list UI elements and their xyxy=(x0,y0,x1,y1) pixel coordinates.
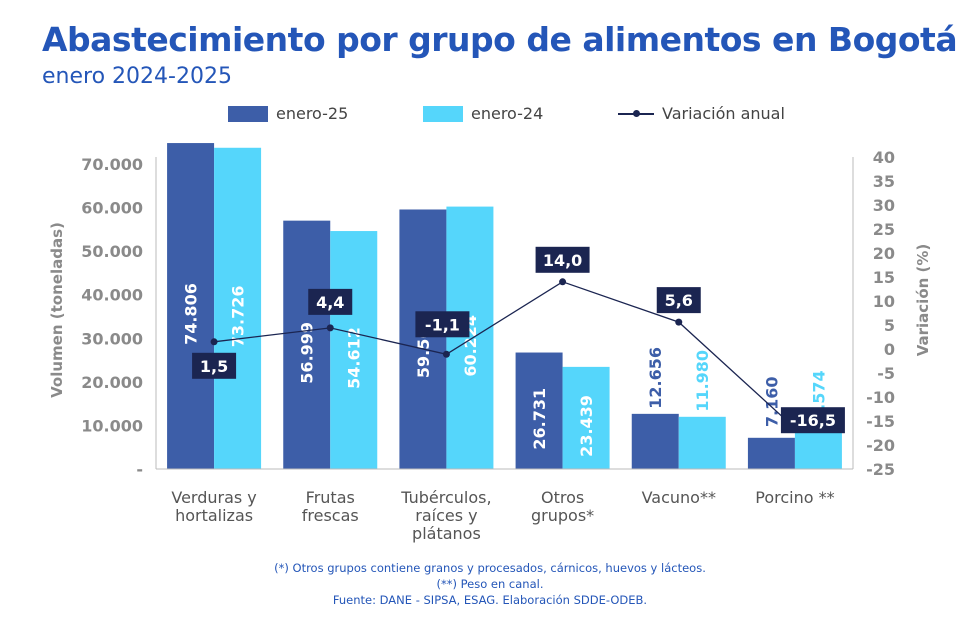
legend-line-icon xyxy=(618,106,654,122)
category-label: Frutas xyxy=(306,488,355,507)
y-tick-label: 40.000 xyxy=(81,286,143,305)
y-tick-label: 30.000 xyxy=(81,329,143,348)
bar-enero-25 xyxy=(747,437,795,469)
category-label: Otros xyxy=(541,488,584,507)
variation-point xyxy=(210,338,218,346)
bar-enero-25 xyxy=(515,352,563,469)
legend-label-line: Variación anual xyxy=(662,104,785,123)
y2-tick-label: 40 xyxy=(873,148,895,167)
footnote-source: Fuente: DANE - SIPSA, ESAG. Elaboración … xyxy=(332,593,648,607)
legend-item-series1: enero-25 xyxy=(228,104,348,123)
variation-line xyxy=(214,281,796,429)
category-label: Vacuno** xyxy=(642,488,716,507)
bar-data-label: 74.806 xyxy=(182,283,201,345)
y2-tick-label: 25 xyxy=(873,220,895,239)
y-tick-label: 60.000 xyxy=(81,199,143,218)
variation-label-box xyxy=(535,246,590,273)
y2-tick-label: 30 xyxy=(873,196,895,215)
y-tick-label: 50.000 xyxy=(81,242,143,261)
bar-data-label: 73.726 xyxy=(229,286,248,348)
chart-area: - 10.000 20.000 30.000 40.000 50.000 60.000 70.… xyxy=(48,143,932,543)
footnote-carcass-weight: (**) Peso en canal. xyxy=(436,577,544,591)
variation-point xyxy=(442,350,450,358)
category-label: raíces y xyxy=(415,506,477,525)
variation-label-box xyxy=(308,288,353,315)
bar-data-label: 56.999 xyxy=(298,322,317,384)
bar-enero-24 xyxy=(214,147,262,469)
bar-enero-24 xyxy=(678,416,726,469)
bar-enero-25 xyxy=(283,220,331,469)
y-tick-label: - xyxy=(136,460,143,479)
legend-item-line: Variación anual xyxy=(618,104,785,123)
variation-label-box xyxy=(415,311,470,338)
y2-tick-label: 10 xyxy=(873,292,895,311)
category-label: Porcino ** xyxy=(755,488,834,507)
variation-point xyxy=(675,318,683,326)
bar-enero-25 xyxy=(631,413,679,469)
variation-label-box xyxy=(192,352,237,379)
chart-subtitle: enero 2024-2025 xyxy=(42,64,232,89)
footnote-other-groups: (*) Otros grupos contiene granos y proce… xyxy=(274,561,706,575)
legend-label-series1: enero-25 xyxy=(276,104,349,123)
bar-enero-24 xyxy=(794,431,842,469)
variation-point xyxy=(559,278,567,286)
legend-item-series2: enero-24 xyxy=(423,104,543,123)
bar-data-label: 23.439 xyxy=(577,395,596,457)
bar-enero-24 xyxy=(446,206,494,469)
variation-data-label: 5,6 xyxy=(665,291,693,310)
variation-data-label: 4,4 xyxy=(316,293,344,312)
y2-tick-label: -20 xyxy=(866,436,895,455)
y-tick-label: 20.000 xyxy=(81,373,143,392)
variation-data-label: -16,5 xyxy=(790,411,836,430)
y2-tick-label: 20 xyxy=(873,244,895,263)
category-label: Tubérculos, xyxy=(400,488,491,507)
legend-label-series2: enero-24 xyxy=(471,104,544,123)
y2-tick-label: -5 xyxy=(877,364,895,383)
variation-data-label: 14,0 xyxy=(543,251,582,270)
bar-data-label: 7.160 xyxy=(762,376,781,427)
legend-swatch-series2 xyxy=(423,105,463,122)
footnotes: (*) Otros grupos contiene granos y proce… xyxy=(0,560,980,608)
category-label: hortalizas xyxy=(175,506,253,525)
y2-tick-label: -15 xyxy=(866,412,895,431)
bar-data-label: 11.980 xyxy=(693,350,712,412)
category-label: Verduras y xyxy=(171,488,256,507)
bar-enero-24 xyxy=(562,366,610,469)
variation-data-label: 1,5 xyxy=(200,357,228,376)
category-label: plátanos xyxy=(412,524,481,543)
y-tick-label: 70.000 xyxy=(81,155,143,174)
legend-swatch-series1 xyxy=(228,105,268,122)
y-axis-title: Volumen (toneladas) xyxy=(48,222,66,398)
y-tick-label: 10.000 xyxy=(81,416,143,435)
y2-tick-label: 0 xyxy=(884,340,895,359)
bar-data-label: 54.612 xyxy=(345,327,364,389)
bar-data-label: 12.656 xyxy=(646,347,665,409)
y2-tick-label: 15 xyxy=(873,268,895,287)
variation-data-label: -1,1 xyxy=(425,315,460,334)
bar-enero-25 xyxy=(167,143,215,469)
y2-tick-label: 35 xyxy=(873,172,895,191)
bar-enero-25 xyxy=(399,209,447,469)
variation-label-box xyxy=(656,287,701,314)
legend: enero-25 enero-24 Variación anual xyxy=(0,104,980,128)
chart-title: Abastecimiento por grupo de alimentos en… xyxy=(42,20,958,59)
y2-tick-label: -25 xyxy=(866,460,895,479)
y2-tick-label: -10 xyxy=(866,388,895,407)
y2-axis-title: Variación (%) xyxy=(914,244,932,357)
category-label: frescas xyxy=(302,506,359,525)
variation-label-box xyxy=(780,407,845,434)
category-label: grupos* xyxy=(531,506,594,525)
variation-point xyxy=(326,324,334,332)
bar-enero-24 xyxy=(330,231,378,469)
bar-data-label: 26.731 xyxy=(530,388,549,450)
y2-tick-label: 5 xyxy=(884,316,895,335)
